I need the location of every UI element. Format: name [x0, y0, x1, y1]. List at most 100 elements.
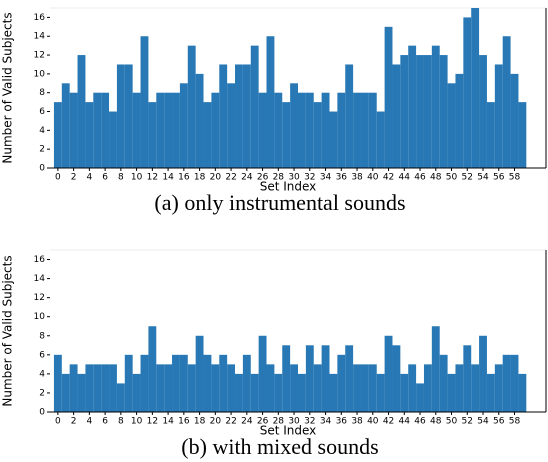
- bar: [101, 92, 110, 168]
- bar: [242, 354, 251, 412]
- bar: [305, 345, 314, 412]
- bar: [227, 83, 236, 168]
- y-axis-label: Number of Valid Subjects: [1, 12, 15, 163]
- bar: [463, 17, 472, 169]
- bar: [502, 354, 511, 412]
- y-tick-label: 8: [39, 331, 45, 341]
- bar: [416, 383, 424, 412]
- bar: [416, 55, 424, 168]
- x-tick-label: 58: [509, 173, 521, 183]
- bar: [353, 364, 361, 412]
- bar: [250, 373, 259, 412]
- bar: [109, 111, 117, 168]
- x-tick-label: 38: [351, 173, 363, 183]
- bar: [329, 373, 338, 412]
- bar: [510, 354, 519, 412]
- bar: [227, 364, 236, 412]
- bar: [376, 373, 385, 412]
- bar: [61, 373, 70, 412]
- x-tick-label: 52: [462, 417, 473, 427]
- bar: [392, 345, 401, 412]
- bar: [124, 354, 133, 412]
- x-tick-label: 42: [383, 417, 394, 427]
- bar: [235, 373, 243, 412]
- x-tick-label: 34: [320, 417, 332, 427]
- bar: [93, 92, 102, 168]
- x-tick-label: 28: [273, 417, 285, 427]
- bar: [116, 383, 125, 412]
- bar: [69, 364, 78, 412]
- x-axis-label: Set Index: [260, 180, 317, 194]
- y-tick-label: 14: [34, 32, 46, 42]
- x-tick-label: 10: [131, 173, 143, 183]
- x-axis-label: Set Index: [260, 424, 317, 438]
- x-tick-label: 20: [210, 417, 222, 427]
- bar: [140, 354, 149, 412]
- bar: [219, 354, 228, 412]
- x-tick-label: 36: [336, 173, 348, 183]
- bar: [486, 102, 495, 168]
- x-tick-label: 32: [304, 173, 315, 183]
- bar: [368, 364, 377, 412]
- bar: [172, 92, 180, 168]
- bar: [345, 345, 354, 412]
- y-tick-label: 4: [39, 126, 45, 136]
- bar: [400, 373, 409, 412]
- x-tick-label: 30: [288, 417, 300, 427]
- bar: [305, 92, 314, 168]
- bar: [187, 45, 196, 168]
- bar: [148, 326, 157, 412]
- x-tick-label: 50: [446, 173, 458, 183]
- x-tick-label: 12: [147, 417, 158, 427]
- bar: [337, 354, 346, 412]
- bar: [321, 345, 330, 412]
- x-tick-label: 22: [225, 417, 236, 427]
- bar: [101, 364, 110, 412]
- y-tick-label: 4: [39, 369, 45, 379]
- x-tick-label: 48: [430, 173, 442, 183]
- bar: [203, 102, 212, 168]
- x-tick-label: 50: [446, 417, 458, 427]
- bar: [345, 64, 354, 168]
- y-axis-label: Number of Valid Subjects: [1, 255, 15, 406]
- y-tick-label: 2: [39, 145, 45, 155]
- bar: [282, 345, 291, 412]
- bar: [329, 111, 338, 168]
- bar: [471, 364, 480, 412]
- bar: [479, 55, 487, 168]
- x-tick-label: 46: [414, 417, 426, 427]
- x-tick-label: 0: [55, 173, 61, 183]
- x-tick-label: 12: [147, 173, 158, 183]
- bar: [258, 335, 267, 412]
- x-tick-label: 54: [477, 417, 489, 427]
- x-tick-label: 26: [257, 417, 269, 427]
- bar: [479, 335, 487, 412]
- x-tick-label: 22: [225, 173, 236, 183]
- x-tick-label: 34: [320, 173, 332, 183]
- bar: [384, 335, 393, 412]
- x-tick-label: 30: [288, 173, 300, 183]
- bar: [298, 92, 306, 168]
- y-tick-label: 12: [34, 51, 45, 61]
- x-tick-label: 32: [304, 417, 315, 427]
- y-tick-label: 12: [34, 293, 45, 303]
- x-tick-label: 2: [71, 173, 77, 183]
- x-tick-label: 6: [102, 417, 108, 427]
- y-tick-label: 10: [34, 69, 46, 79]
- x-tick-label: 56: [493, 417, 505, 427]
- bar: [408, 45, 417, 168]
- bar: [266, 36, 275, 169]
- bar: [298, 373, 306, 412]
- x-tick-label: 0: [55, 417, 61, 427]
- x-tick-label: 38: [351, 417, 363, 427]
- bar: [290, 83, 298, 168]
- x-tick-label: 8: [118, 173, 124, 183]
- bar: [463, 345, 472, 412]
- bar: [61, 83, 70, 168]
- bar: [494, 64, 503, 168]
- y-tick-label: 16: [34, 255, 46, 265]
- bar: [423, 55, 432, 168]
- x-tick-label: 42: [383, 173, 394, 183]
- bar: [195, 73, 204, 168]
- bar: [250, 45, 259, 168]
